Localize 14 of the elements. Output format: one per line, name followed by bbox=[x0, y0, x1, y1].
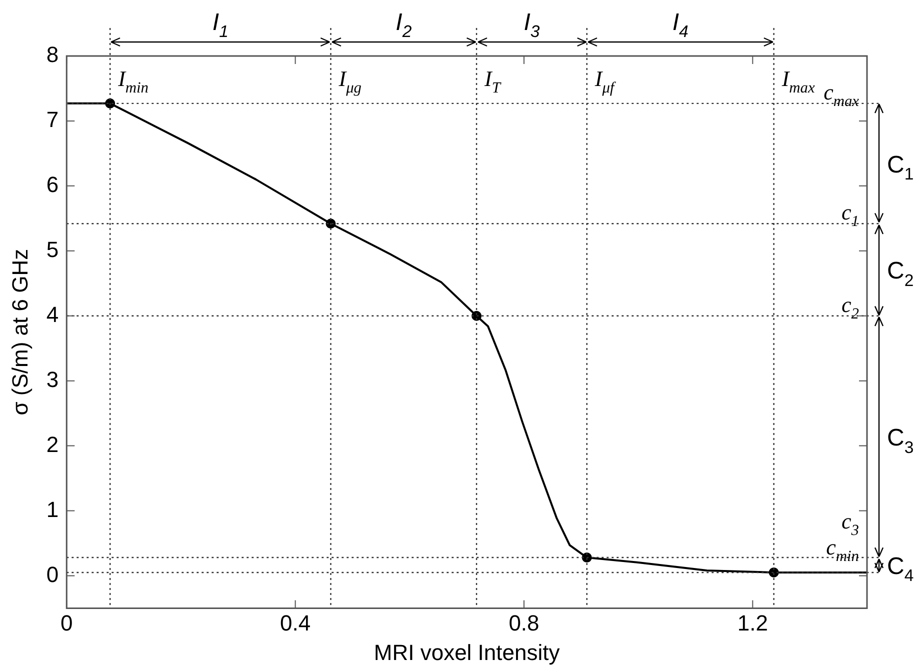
x-tick-label: 0.8 bbox=[508, 610, 540, 636]
y-axis-title: σ (S/m) at 6 GHz bbox=[7, 248, 32, 416]
y-tick-label: 1 bbox=[46, 496, 59, 522]
y-tick-label: 0 bbox=[46, 562, 59, 587]
y-tick-label: 6 bbox=[46, 172, 59, 197]
y-tick-label: 2 bbox=[46, 432, 59, 457]
y-tick-label: 4 bbox=[46, 302, 59, 327]
x-tick-label: 0.4 bbox=[280, 610, 311, 636]
x-axis-title: MRI voxel Intensity bbox=[374, 640, 560, 665]
x-tick-label: 1.2 bbox=[737, 610, 768, 636]
y-tick-label: 3 bbox=[46, 366, 59, 392]
y-tick-label: 8 bbox=[46, 42, 59, 68]
y-tick-label: 7 bbox=[46, 107, 59, 132]
y-tick-label: 5 bbox=[46, 236, 59, 262]
